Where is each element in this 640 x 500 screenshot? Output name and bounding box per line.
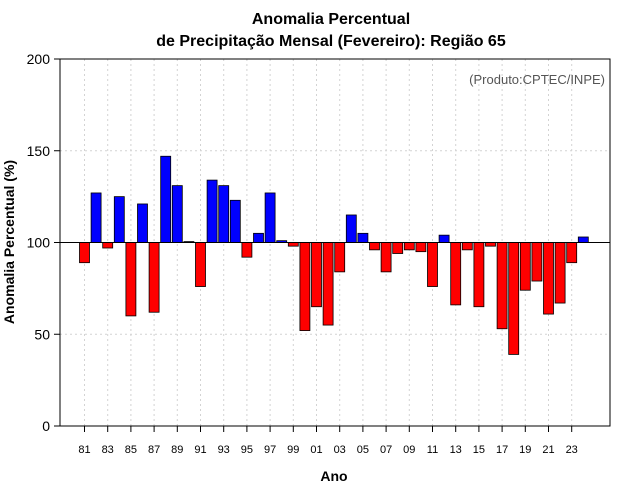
bar-93 [218, 185, 230, 243]
bar-17 [496, 242, 508, 330]
x-tick-label-17: 17 [496, 444, 508, 456]
bar-23 [566, 242, 578, 264]
x-tick-label-91: 91 [194, 444, 206, 456]
bar-11 [427, 242, 438, 287]
bar-10 [415, 242, 427, 253]
bar-84 [113, 196, 125, 243]
x-tick-label-97: 97 [264, 444, 276, 456]
bar-88 [160, 155, 172, 243]
x-tick-label-15: 15 [473, 444, 485, 456]
y-tick-label-0: 0 [42, 418, 50, 434]
chart-title-line1: Anomalia Percentual [252, 11, 410, 28]
bar-24 [577, 236, 589, 243]
y-tick-label-200: 200 [27, 51, 51, 67]
x-tick-label-07: 07 [380, 444, 392, 456]
chart-title-line2: de Precipitação Mensal (Fevereiro): Regi… [156, 33, 506, 50]
bar-85 [125, 242, 137, 317]
bar-86 [137, 203, 148, 243]
bar-99 [287, 242, 299, 247]
y-axis-label: Anomalia Percentual (%) [1, 160, 17, 324]
x-tick-label-83: 83 [102, 444, 114, 456]
bar-82 [90, 192, 102, 243]
bar-89 [171, 185, 183, 243]
x-tick-label-81: 81 [78, 444, 90, 456]
grid [60, 59, 610, 426]
bar-18 [508, 242, 520, 355]
y-tick-label-150: 150 [27, 143, 51, 159]
y-tick-label-50: 50 [34, 326, 50, 342]
bar-14 [461, 242, 473, 251]
bars [79, 155, 589, 355]
x-tick-label-21: 21 [542, 444, 554, 456]
bar-91 [195, 242, 206, 287]
bar-22 [554, 242, 566, 304]
bar-04 [345, 214, 357, 243]
bar-20 [531, 242, 543, 282]
bar-95 [241, 242, 253, 258]
bar-21 [543, 242, 554, 315]
y-tick-label-100: 100 [27, 235, 51, 251]
bar-03 [334, 242, 346, 273]
x-tick-label-89: 89 [171, 444, 183, 456]
x-axis: 81 83 85 87 89 91 93 95 97 99 01 03 05 07 09 11 13 15 17 19… [78, 426, 578, 456]
bar-87 [148, 242, 160, 313]
x-tick-label-85: 85 [125, 444, 137, 456]
x-tick-label-23: 23 [566, 444, 578, 456]
bar-92 [206, 179, 218, 243]
x-tick-label-99: 99 [287, 444, 299, 456]
x-axis-label: Ano [320, 468, 347, 484]
bar-07 [380, 242, 392, 273]
bar-01 [311, 242, 322, 308]
x-tick-label-87: 87 [148, 444, 160, 456]
bar-96 [253, 232, 264, 243]
x-tick-label-95: 95 [241, 444, 253, 456]
x-tick-label-09: 09 [403, 444, 415, 456]
x-tick-label-03: 03 [334, 444, 346, 456]
x-tick-label-93: 93 [218, 444, 230, 456]
bar-09 [403, 242, 415, 251]
bar-19 [519, 242, 531, 291]
bar-12 [438, 234, 450, 243]
bar-13 [450, 242, 462, 306]
bar-02 [322, 242, 334, 326]
x-tick-label-05: 05 [357, 444, 369, 456]
bar-83 [102, 242, 114, 249]
y-axis: 0 50 100 150 200 [27, 51, 60, 434]
bar-00 [299, 242, 311, 331]
x-tick-label-11: 11 [427, 444, 438, 456]
x-tick-label-19: 19 [519, 444, 531, 456]
bar-08 [392, 242, 404, 254]
bar-81 [79, 242, 90, 264]
bar-94 [229, 199, 241, 243]
x-tick-label-13: 13 [450, 444, 462, 456]
bar-16 [485, 242, 496, 247]
credit-label: (Produto:CPTEC/INPE) [469, 72, 605, 87]
x-tick-label-01: 01 [310, 444, 322, 456]
bar-05 [357, 232, 369, 243]
bar-15 [473, 242, 485, 308]
bar-06 [369, 242, 380, 251]
bar-97 [264, 192, 276, 243]
